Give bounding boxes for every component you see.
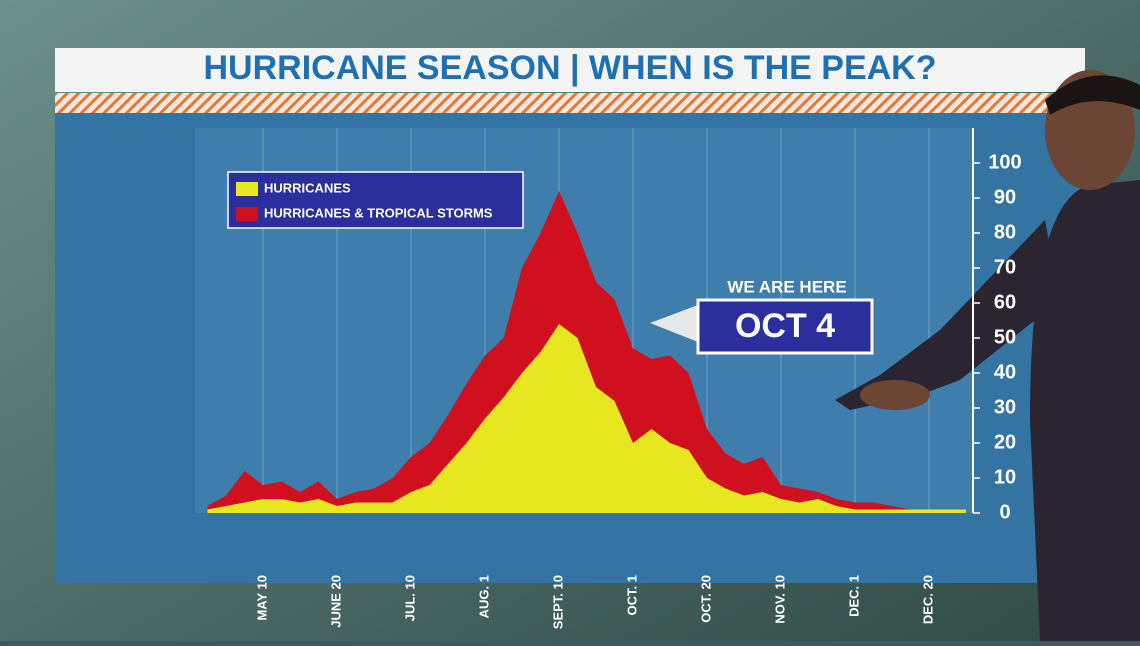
callout-label: OCT 4 (735, 307, 835, 345)
presenter-arm (835, 220, 1060, 410)
annotation: WE ARE HERE (727, 277, 846, 296)
y-tick-label: 80 (994, 221, 1016, 243)
legend-label: HURRICANES (264, 180, 351, 195)
x-tick-label: DEC. 1 (846, 575, 861, 617)
x-tick-label: JUL. 10 (402, 575, 417, 621)
area (207, 324, 966, 513)
chart-title: HURRICANE SEASON | WHEN IS THE PEAK? (203, 49, 936, 87)
presenter-hand (860, 380, 930, 410)
legend-swatch (236, 182, 258, 196)
hatch-strip (55, 93, 1085, 113)
presenter (835, 70, 1140, 641)
y-tick-label: 10 (994, 466, 1016, 488)
callout-arrow (650, 305, 698, 342)
x-tick-label: MAY 10 (254, 575, 269, 621)
x-tick-label: SEPT. 10 (550, 575, 565, 629)
y-tick-label: 0 (999, 501, 1010, 523)
x-tick-label: DEC. 20 (920, 575, 935, 624)
y-tick-label: 50 (994, 326, 1016, 348)
y-tick-label: 40 (994, 361, 1016, 383)
x-tick-label: OCT. 1 (624, 575, 639, 615)
y-tick-label: 100 (988, 151, 1021, 173)
presenter-hair (1045, 75, 1140, 115)
legend (227, 171, 524, 229)
title-band (55, 48, 1085, 92)
y-axis: 0 10 20 30 40 50 60 70 80 90 100 (972, 128, 1022, 523)
x-tick-label: NOV. 10 (772, 575, 787, 624)
y-tick-label: 30 (994, 396, 1016, 418)
y-tick-label: 60 (994, 291, 1016, 313)
y-tick-label: 20 (994, 431, 1016, 453)
x-tick-label: AUG. 1 (476, 575, 491, 618)
y-tick-label: 70 (994, 256, 1016, 278)
callout-box (696, 298, 874, 355)
x-tick-label: OCT. 20 (698, 575, 713, 623)
x-tick-label: JUNE 20 (328, 575, 343, 628)
y-tick-label: 90 (994, 186, 1016, 208)
area (207, 191, 966, 513)
legend-label: HURRICANES & TROPICAL STORMS (264, 205, 493, 220)
legend-swatch (236, 207, 258, 221)
legend-items: HURRICANES HURRICANES & TROPICAL STORMS (236, 180, 493, 221)
plot (207, 128, 966, 513)
